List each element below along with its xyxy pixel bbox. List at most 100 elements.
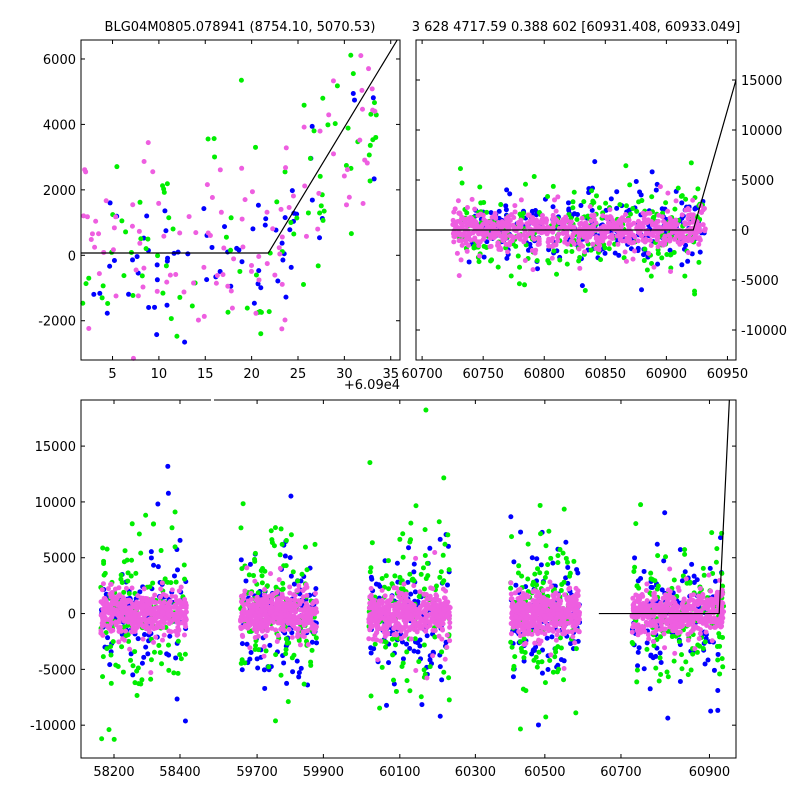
data-point: [566, 601, 572, 607]
data-point: [176, 588, 182, 594]
data-point: [548, 555, 554, 561]
data-point: [709, 530, 715, 536]
data-point: [119, 644, 125, 650]
data-point: [399, 663, 405, 669]
data-point: [164, 279, 170, 285]
data-point: [176, 621, 182, 627]
data-point: [685, 206, 691, 212]
data-point: [630, 205, 636, 211]
data-point: [101, 595, 107, 601]
data-point: [459, 214, 465, 220]
data-point: [139, 677, 145, 683]
data-point: [440, 621, 446, 627]
data-point: [413, 555, 419, 561]
data-point: [648, 570, 654, 576]
data-point: [110, 639, 116, 645]
data-point: [683, 236, 689, 242]
data-point: [291, 581, 297, 587]
axes-frame: [415, 39, 737, 361]
data-point: [557, 635, 563, 641]
data-point: [371, 100, 377, 106]
data-point: [535, 589, 541, 595]
data-point: [673, 198, 679, 204]
data-point: [288, 493, 294, 499]
data-point: [650, 577, 656, 583]
data-point: [538, 562, 544, 568]
data-point: [459, 242, 465, 248]
data-point: [163, 263, 169, 269]
data-point: [237, 268, 243, 274]
top-right-title: 3 628 4717.59 0.388 602 [60931.408, 6093…: [412, 20, 741, 35]
data-point: [313, 635, 319, 641]
data-point: [386, 622, 392, 628]
data-point: [477, 239, 483, 245]
data-point: [411, 569, 417, 575]
data-point: [242, 197, 248, 203]
data-point: [250, 604, 256, 610]
data-point: [252, 556, 258, 562]
data-point: [177, 652, 183, 658]
data-point: [240, 244, 246, 250]
data-point: [495, 240, 501, 246]
data-point: [108, 680, 114, 686]
data-point: [280, 580, 286, 586]
data-point: [557, 547, 563, 553]
data-point: [96, 231, 102, 237]
data-point: [176, 628, 182, 634]
data-point: [440, 579, 446, 585]
data-point: [441, 475, 447, 481]
data-point: [146, 304, 152, 310]
data-point: [178, 656, 184, 662]
data-point: [436, 608, 442, 614]
data-point: [189, 303, 195, 309]
data-point: [239, 641, 245, 647]
data-point: [558, 657, 564, 663]
data-point: [164, 302, 170, 308]
data-point: [647, 237, 653, 243]
data-point: [444, 644, 450, 650]
data-point: [148, 555, 154, 561]
data-point: [662, 510, 668, 516]
data-point: [525, 224, 531, 230]
data-point: [173, 594, 179, 600]
data-point: [564, 559, 570, 565]
data-point: [692, 288, 698, 294]
data-point: [408, 520, 414, 526]
data-point: [515, 220, 521, 226]
data-point: [178, 584, 184, 590]
data-point: [632, 248, 638, 254]
data-point: [140, 284, 146, 290]
data-point: [555, 553, 561, 559]
data-point: [103, 630, 109, 636]
data-point: [537, 622, 543, 628]
data-point: [137, 199, 143, 205]
data-point: [201, 313, 207, 319]
data-point: [589, 188, 595, 194]
data-point: [697, 643, 703, 649]
data-point: [566, 586, 572, 592]
data-point: [326, 112, 332, 118]
data-point: [522, 649, 528, 655]
data-point: [634, 225, 640, 231]
data-point: [466, 234, 472, 240]
data-point: [552, 620, 558, 626]
data-point: [386, 586, 392, 592]
data-point: [515, 570, 521, 576]
data-point: [714, 546, 720, 552]
data-point: [507, 191, 513, 197]
data-point: [563, 555, 569, 561]
x-tick-label: 60750: [462, 367, 503, 382]
data-point: [371, 176, 377, 182]
data-point: [540, 587, 546, 593]
data-point: [154, 262, 160, 268]
data-point: [269, 593, 275, 599]
data-point: [464, 223, 470, 229]
data-point: [261, 653, 267, 659]
data-point: [532, 622, 538, 628]
data-point: [531, 174, 537, 180]
data-point: [565, 200, 571, 206]
data-point: [406, 545, 412, 551]
data-point: [668, 269, 674, 275]
data-point: [629, 639, 635, 645]
data-point: [152, 592, 158, 598]
